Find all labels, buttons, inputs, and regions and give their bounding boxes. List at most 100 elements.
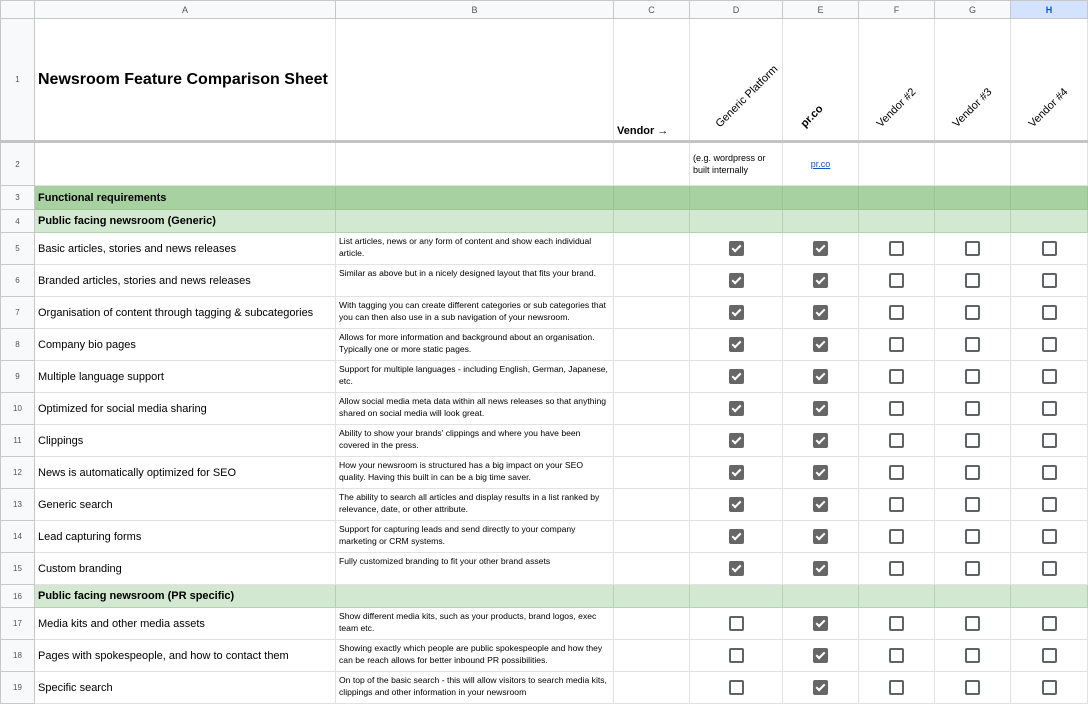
feature-description[interactable]: With tagging you can create different ca… <box>335 296 614 329</box>
checkbox-cell[interactable] <box>689 639 783 672</box>
checkbox-cell[interactable] <box>782 392 859 425</box>
cell[interactable] <box>613 209 690 233</box>
checkbox-unchecked[interactable] <box>728 648 744 663</box>
checkbox-unchecked[interactable] <box>1041 273 1057 288</box>
row-header[interactable]: 16 <box>0 584 35 608</box>
row-header[interactable]: 15 <box>0 552 35 585</box>
feature-description[interactable]: List articles, news or any form of conte… <box>335 232 614 265</box>
feature-name[interactable]: Organisation of content through tagging … <box>34 296 336 329</box>
cell[interactable] <box>613 264 690 297</box>
checkbox-cell[interactable] <box>782 552 859 585</box>
feature-description[interactable]: Fully customized branding to fit your ot… <box>335 552 614 585</box>
vendor-header-generic[interactable]: Generic Platform <box>689 18 783 143</box>
feature-description[interactable]: The ability to search all articles and d… <box>335 488 614 521</box>
checkbox-cell[interactable] <box>1010 328 1088 361</box>
checkbox-cell[interactable] <box>934 296 1011 329</box>
checkbox-cell[interactable] <box>858 209 935 233</box>
cell[interactable] <box>613 360 690 393</box>
row-header[interactable]: 14 <box>0 520 35 553</box>
checkbox-checked[interactable] <box>813 680 828 695</box>
feature-name[interactable]: News is automatically optimized for SEO <box>34 456 336 489</box>
checkbox-cell[interactable] <box>782 424 859 457</box>
checkbox-unchecked[interactable] <box>889 529 904 544</box>
feature-name[interactable]: Optimized for social media sharing <box>34 392 336 425</box>
checkbox-cell[interactable] <box>1010 232 1088 265</box>
checkbox-unchecked[interactable] <box>889 273 904 288</box>
checkbox-cell[interactable] <box>858 264 935 297</box>
checkbox-unchecked[interactable] <box>965 497 980 512</box>
checkbox-checked[interactable] <box>728 337 744 352</box>
feature-description[interactable]: Showing exactly which people are public … <box>335 639 614 672</box>
checkbox-checked[interactable] <box>813 369 828 384</box>
checkbox-checked[interactable] <box>728 305 744 320</box>
checkbox-cell[interactable] <box>689 185 783 210</box>
row-header[interactable]: 11 <box>0 424 35 457</box>
vendor-label[interactable]: Vendor → <box>613 18 690 143</box>
feature-name[interactable]: Custom branding <box>34 552 336 585</box>
checkbox-cell[interactable] <box>858 296 935 329</box>
checkbox-cell[interactable] <box>782 671 859 704</box>
checkbox-unchecked[interactable] <box>965 680 980 695</box>
feature-name[interactable]: Pages with spokespeople, and how to cont… <box>34 639 336 672</box>
checkbox-cell[interactable] <box>782 456 859 489</box>
checkbox-checked[interactable] <box>728 433 744 448</box>
row-header[interactable]: 4 <box>0 209 35 233</box>
cell[interactable] <box>34 141 336 186</box>
row-header[interactable]: 6 <box>0 264 35 297</box>
checkbox-checked[interactable] <box>813 497 828 512</box>
checkbox-cell[interactable] <box>782 584 859 608</box>
row-header[interactable]: 17 <box>0 607 35 640</box>
checkbox-unchecked[interactable] <box>1041 401 1057 416</box>
checkbox-cell[interactable] <box>782 209 859 233</box>
checkbox-unchecked[interactable] <box>889 616 904 631</box>
checkbox-cell[interactable] <box>782 185 859 210</box>
checkbox-cell[interactable] <box>858 392 935 425</box>
checkbox-unchecked[interactable] <box>889 433 904 448</box>
checkbox-cell[interactable] <box>934 456 1011 489</box>
cell[interactable] <box>613 424 690 457</box>
checkbox-checked[interactable] <box>728 497 744 512</box>
checkbox-cell[interactable] <box>1010 209 1088 233</box>
checkbox-checked[interactable] <box>813 529 828 544</box>
checkbox-unchecked[interactable] <box>1041 616 1057 631</box>
cell[interactable] <box>335 18 614 143</box>
checkbox-cell[interactable] <box>934 552 1011 585</box>
checkbox-unchecked[interactable] <box>1041 465 1057 480</box>
checkbox-cell[interactable] <box>934 607 1011 640</box>
checkbox-checked[interactable] <box>813 465 828 480</box>
sheet-title[interactable]: Newsroom Feature Comparison Sheet <box>34 18 336 143</box>
checkbox-cell[interactable] <box>1010 360 1088 393</box>
checkbox-unchecked[interactable] <box>1041 561 1057 576</box>
row-header[interactable]: 19 <box>0 671 35 704</box>
checkbox-checked[interactable] <box>813 401 828 416</box>
checkbox-cell[interactable] <box>689 328 783 361</box>
checkbox-cell[interactable] <box>934 264 1011 297</box>
checkbox-unchecked[interactable] <box>1041 529 1057 544</box>
checkbox-unchecked[interactable] <box>889 648 904 663</box>
vendor-header-3[interactable]: Vendor #3 <box>934 18 1011 143</box>
checkbox-cell[interactable] <box>858 456 935 489</box>
checkbox-unchecked[interactable] <box>889 465 904 480</box>
checkbox-cell[interactable] <box>934 584 1011 608</box>
checkbox-checked[interactable] <box>813 616 828 631</box>
feature-description[interactable]: Allows for more information and backgrou… <box>335 328 614 361</box>
checkbox-cell[interactable] <box>858 232 935 265</box>
checkbox-cell[interactable] <box>858 360 935 393</box>
cell[interactable] <box>335 584 614 608</box>
checkbox-unchecked[interactable] <box>1041 369 1057 384</box>
checkbox-checked[interactable] <box>813 433 828 448</box>
feature-name[interactable]: Generic search <box>34 488 336 521</box>
checkbox-cell[interactable] <box>689 520 783 553</box>
cell[interactable] <box>613 456 690 489</box>
column-header-g[interactable]: G <box>934 0 1011 19</box>
cell[interactable] <box>613 392 690 425</box>
checkbox-checked[interactable] <box>813 305 828 320</box>
cell[interactable] <box>1010 141 1088 186</box>
checkbox-cell[interactable] <box>934 671 1011 704</box>
column-header-b[interactable]: B <box>335 0 614 19</box>
row-header[interactable]: 18 <box>0 639 35 672</box>
checkbox-cell[interactable] <box>782 607 859 640</box>
checkbox-cell[interactable] <box>782 360 859 393</box>
cell[interactable] <box>335 185 614 210</box>
checkbox-unchecked[interactable] <box>965 529 980 544</box>
